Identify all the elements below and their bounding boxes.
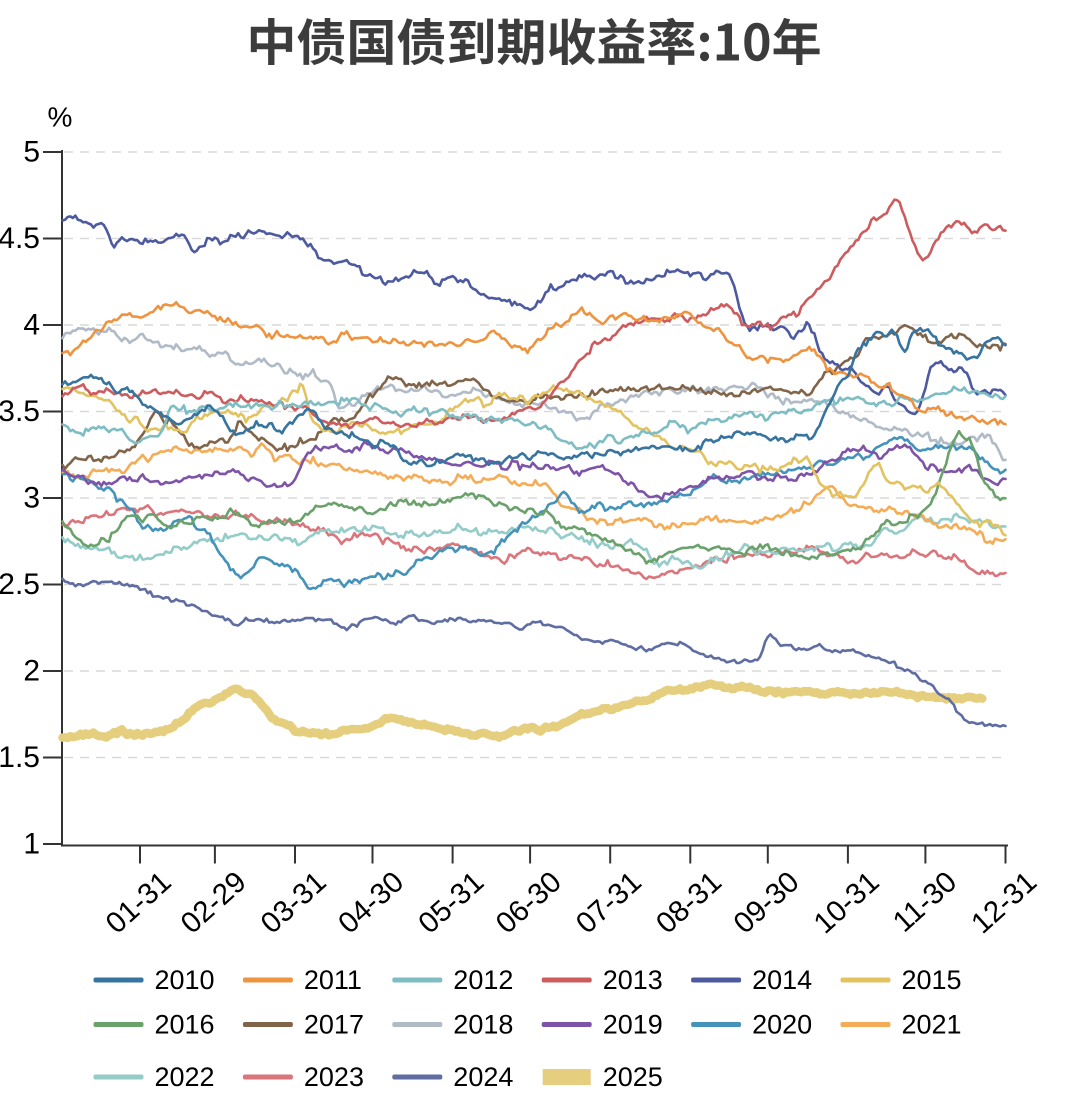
svg-text:2025: 2025 <box>603 1062 663 1092</box>
svg-text:4.5: 4.5 <box>0 222 40 255</box>
svg-text:%: % <box>48 102 73 133</box>
svg-text:2011: 2011 <box>304 965 362 995</box>
svg-text:2020: 2020 <box>752 1010 812 1040</box>
svg-text:2018: 2018 <box>453 1010 513 1040</box>
svg-text:2: 2 <box>23 655 40 688</box>
svg-text:2019: 2019 <box>603 1010 663 1040</box>
svg-text:2014: 2014 <box>752 965 812 995</box>
svg-text:2017: 2017 <box>304 1010 364 1040</box>
svg-text:4: 4 <box>23 309 40 342</box>
svg-text:2023: 2023 <box>304 1062 364 1092</box>
svg-text:2015: 2015 <box>902 965 962 995</box>
svg-text:2013: 2013 <box>603 965 663 995</box>
svg-text:1.5: 1.5 <box>0 741 40 774</box>
svg-text:2012: 2012 <box>453 965 513 995</box>
svg-text:1: 1 <box>23 828 40 861</box>
svg-text:3.5: 3.5 <box>0 395 40 428</box>
svg-text:2022: 2022 <box>155 1062 215 1092</box>
svg-text:2024: 2024 <box>453 1062 513 1092</box>
svg-text:3: 3 <box>23 482 40 515</box>
svg-text:2.5: 2.5 <box>0 568 40 601</box>
svg-text:2016: 2016 <box>155 1010 215 1040</box>
svg-text:2021: 2021 <box>902 1010 962 1040</box>
svg-text:2010: 2010 <box>155 965 215 995</box>
svg-text:5: 5 <box>23 136 40 169</box>
